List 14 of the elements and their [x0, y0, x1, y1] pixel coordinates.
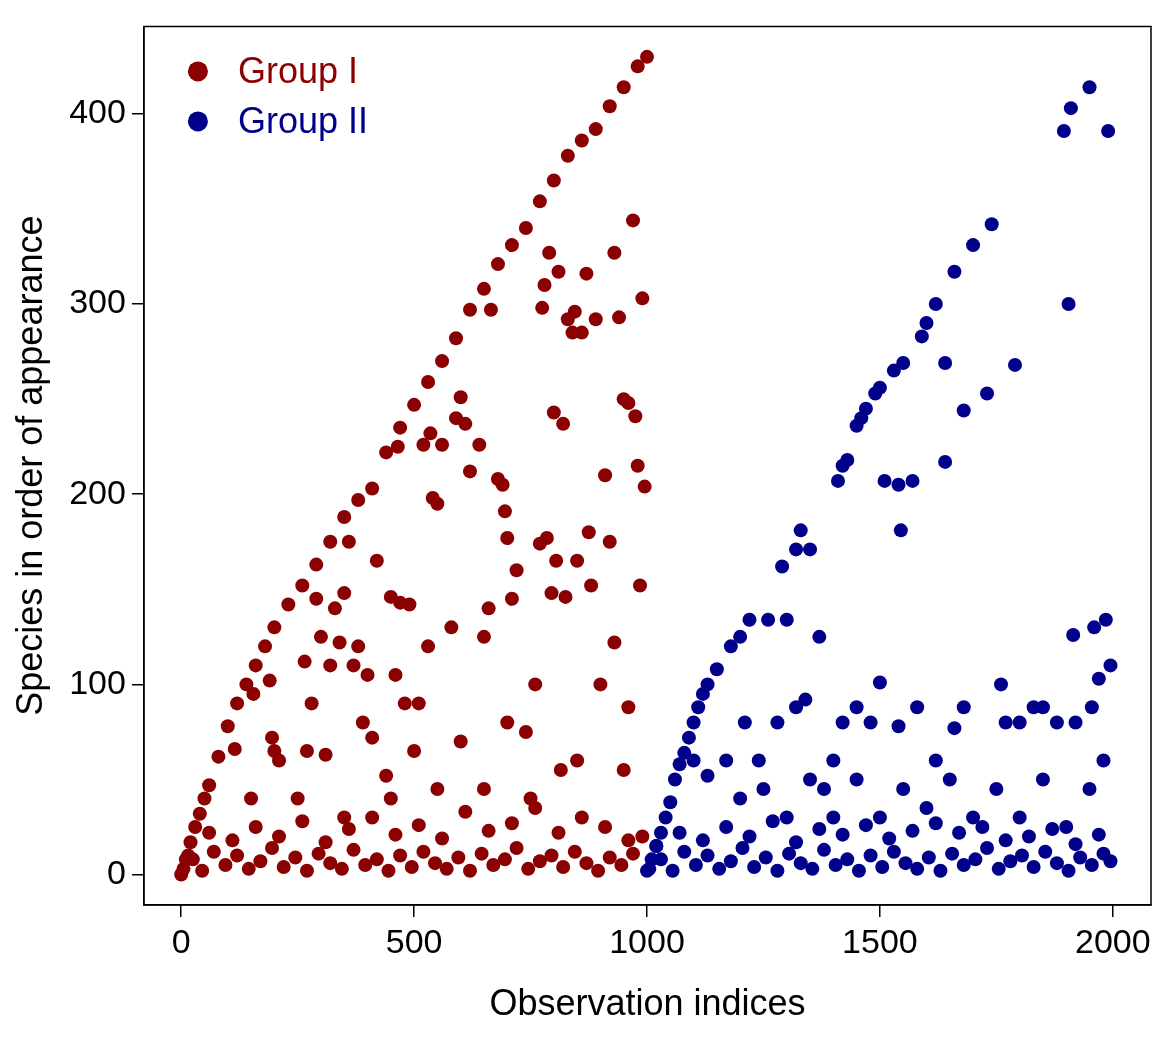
x-tick-label: 500	[385, 921, 443, 960]
y-tick-label: 300	[69, 282, 126, 321]
y-tick-label: 400	[69, 92, 126, 131]
x-tick-label: 1000	[609, 921, 685, 960]
x-tick-label: 0	[171, 921, 191, 960]
legend-label: Group II	[237, 100, 368, 142]
y-axis-title: Species in order of appearance	[8, 215, 50, 716]
x-tick-label: 1500	[842, 921, 918, 960]
y-tick-label: 200	[69, 472, 126, 511]
y-tick-label: 0	[107, 852, 126, 891]
x-tick-label: 2000	[1074, 921, 1151, 960]
x-axis-title: Observation indices	[489, 982, 806, 1024]
y-tick-label: 100	[69, 662, 126, 701]
legend-label: Group I	[237, 50, 358, 92]
